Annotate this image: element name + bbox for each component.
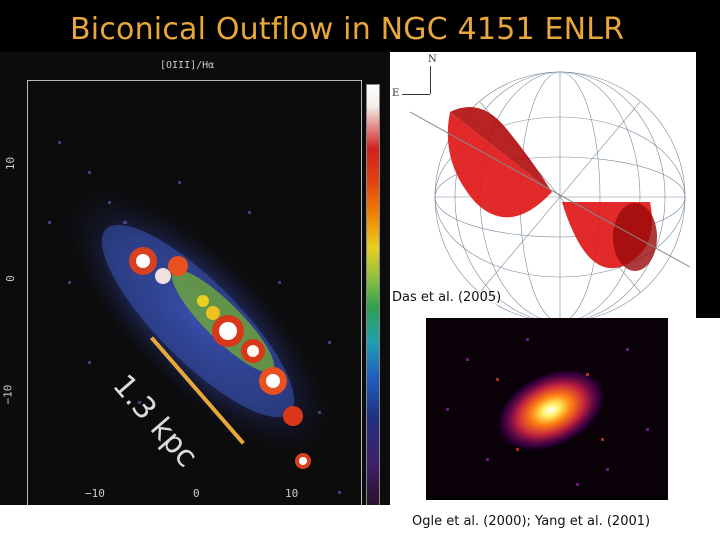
color-scale-bar (366, 84, 380, 514)
bicone-model-panel: N E (390, 52, 696, 322)
model-credit: Das et al. (2005) (392, 290, 502, 305)
xray-image-panel (426, 318, 668, 498)
slide-title: Biconical Outflow in NGC 4151 ENLR (70, 12, 625, 47)
panel-border (390, 322, 426, 502)
x-tick-label: 10 (285, 487, 299, 500)
y-tick-label: 0 (3, 275, 17, 282)
bicone-model-image (409, 71, 691, 322)
panel-border (0, 505, 390, 540)
east-label: E (392, 88, 400, 99)
line-of-sight (409, 111, 691, 268)
north-axis (430, 66, 431, 94)
east-axis (402, 94, 430, 95)
outflow-cones (447, 107, 657, 271)
north-label: N (428, 54, 437, 65)
y-tick-label: −10 (1, 384, 15, 405)
panel-border (668, 322, 720, 502)
panel-border (390, 500, 720, 540)
panel-corner (696, 52, 720, 110)
map-frame (27, 80, 362, 512)
map-label: [OIII]/Hα (160, 60, 215, 71)
x-tick-label: 0 (193, 487, 200, 500)
xray-credit: Ogle et al. (2000); Yang et al. (2001) (412, 514, 651, 529)
y-tick-label: 10 (4, 156, 18, 171)
emission-map-image (48, 141, 341, 494)
oiii-halpha-map: [OIII]/Hα −10 0 10 10 0 −10 (0, 52, 395, 514)
xray-image (446, 338, 649, 486)
x-tick-label: −10 (85, 487, 105, 500)
